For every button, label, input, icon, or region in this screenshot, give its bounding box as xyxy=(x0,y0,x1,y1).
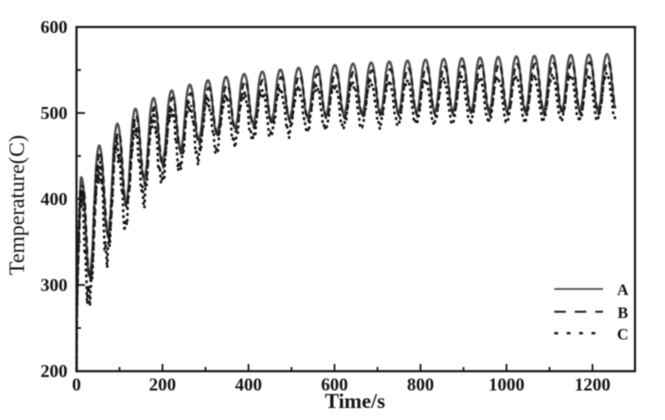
svg-text:Time/s: Time/s xyxy=(325,389,385,413)
svg-text:800: 800 xyxy=(407,375,434,395)
svg-text:300: 300 xyxy=(41,275,68,295)
svg-text:C: C xyxy=(617,327,629,344)
svg-text:500: 500 xyxy=(41,103,68,123)
svg-text:Temperature(C): Temperature(C) xyxy=(4,135,29,275)
svg-text:1000: 1000 xyxy=(489,375,525,395)
svg-text:600: 600 xyxy=(41,17,68,37)
svg-text:B: B xyxy=(617,305,628,322)
svg-text:200: 200 xyxy=(149,375,176,395)
svg-text:0: 0 xyxy=(72,375,81,395)
svg-text:400: 400 xyxy=(235,375,262,395)
svg-text:200: 200 xyxy=(41,361,68,381)
svg-text:400: 400 xyxy=(41,189,68,209)
svg-text:1200: 1200 xyxy=(575,375,611,395)
svg-text:600: 600 xyxy=(321,375,348,395)
svg-text:A: A xyxy=(617,282,629,299)
